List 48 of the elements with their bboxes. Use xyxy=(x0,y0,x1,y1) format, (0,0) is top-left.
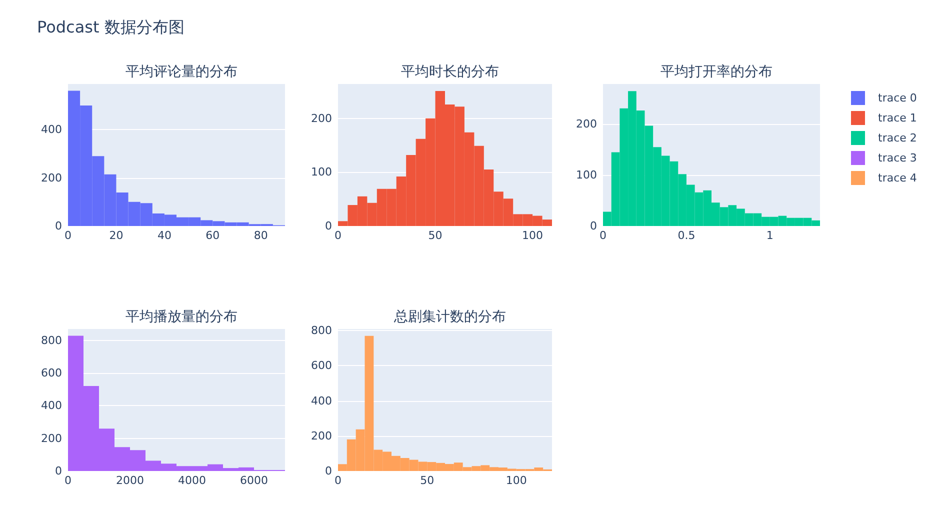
x-tick-label: 2000 xyxy=(116,474,144,487)
legend-label: trace 1 xyxy=(878,112,917,124)
y-tick-label: 800 xyxy=(311,324,332,338)
x-tick-label: 60 xyxy=(206,229,220,242)
x-tick-label: 4000 xyxy=(178,474,206,487)
x-tick-label: 40 xyxy=(157,229,172,242)
x-tick-label: 0 xyxy=(64,229,72,242)
chart-subtitle: 平均评论量的分布 xyxy=(126,64,238,80)
y-tick-label: 600 xyxy=(41,366,62,380)
x-tick-label: 0 xyxy=(64,474,72,487)
x-tick-label: 50 xyxy=(420,474,434,487)
y-tick-label: 200 xyxy=(311,112,332,125)
chart-subtitle: 平均打开率的分布 xyxy=(660,64,772,80)
chart-title: Podcast 数据分布图 xyxy=(37,18,184,36)
y-tick-label: 400 xyxy=(41,399,62,412)
x-tick-label: 0 xyxy=(600,229,606,242)
y-tick-label: 600 xyxy=(311,359,332,372)
y-tick-label: 200 xyxy=(311,429,332,442)
x-tick-label: 0 xyxy=(334,474,342,487)
y-tick-label: 0 xyxy=(325,464,332,478)
y-tick-label: 200 xyxy=(41,171,62,184)
chart-subtitle: 平均播放量的分布 xyxy=(126,309,238,325)
x-tick-label: 50 xyxy=(428,229,442,242)
y-tick-label: 100 xyxy=(311,166,332,179)
y-tick-label: 800 xyxy=(41,334,62,347)
y-tick-label: 400 xyxy=(41,123,62,136)
x-tick-label: 6000 xyxy=(240,474,268,487)
chart-subtitle: 总剧集计数的分布 xyxy=(393,309,506,325)
y-tick-label: 0 xyxy=(55,220,62,232)
legend-label: trace 0 xyxy=(878,92,917,104)
chart-subtitle: 平均时长的分布 xyxy=(401,64,499,80)
x-tick-label: 20 xyxy=(109,229,124,242)
x-tick-label: 100 xyxy=(522,229,544,242)
legend-label: trace 4 xyxy=(878,172,917,184)
x-tick-label: 0 xyxy=(334,229,342,242)
y-tick-label: 0 xyxy=(325,220,332,232)
y-tick-label: 0 xyxy=(55,464,62,478)
x-tick-label: 0.5 xyxy=(678,229,696,242)
x-tick-label: 80 xyxy=(254,229,268,242)
x-tick-label: 100 xyxy=(506,474,527,487)
y-tick-label: 200 xyxy=(41,432,62,445)
y-tick-label: 400 xyxy=(311,394,332,408)
y-tick-label: 200 xyxy=(576,118,597,131)
legend-label: trace 2 xyxy=(878,132,917,144)
x-tick-label: 1 xyxy=(766,229,774,242)
y-tick-label: 0 xyxy=(590,220,597,232)
y-tick-label: 100 xyxy=(576,168,597,182)
legend-label: trace 3 xyxy=(878,152,917,164)
